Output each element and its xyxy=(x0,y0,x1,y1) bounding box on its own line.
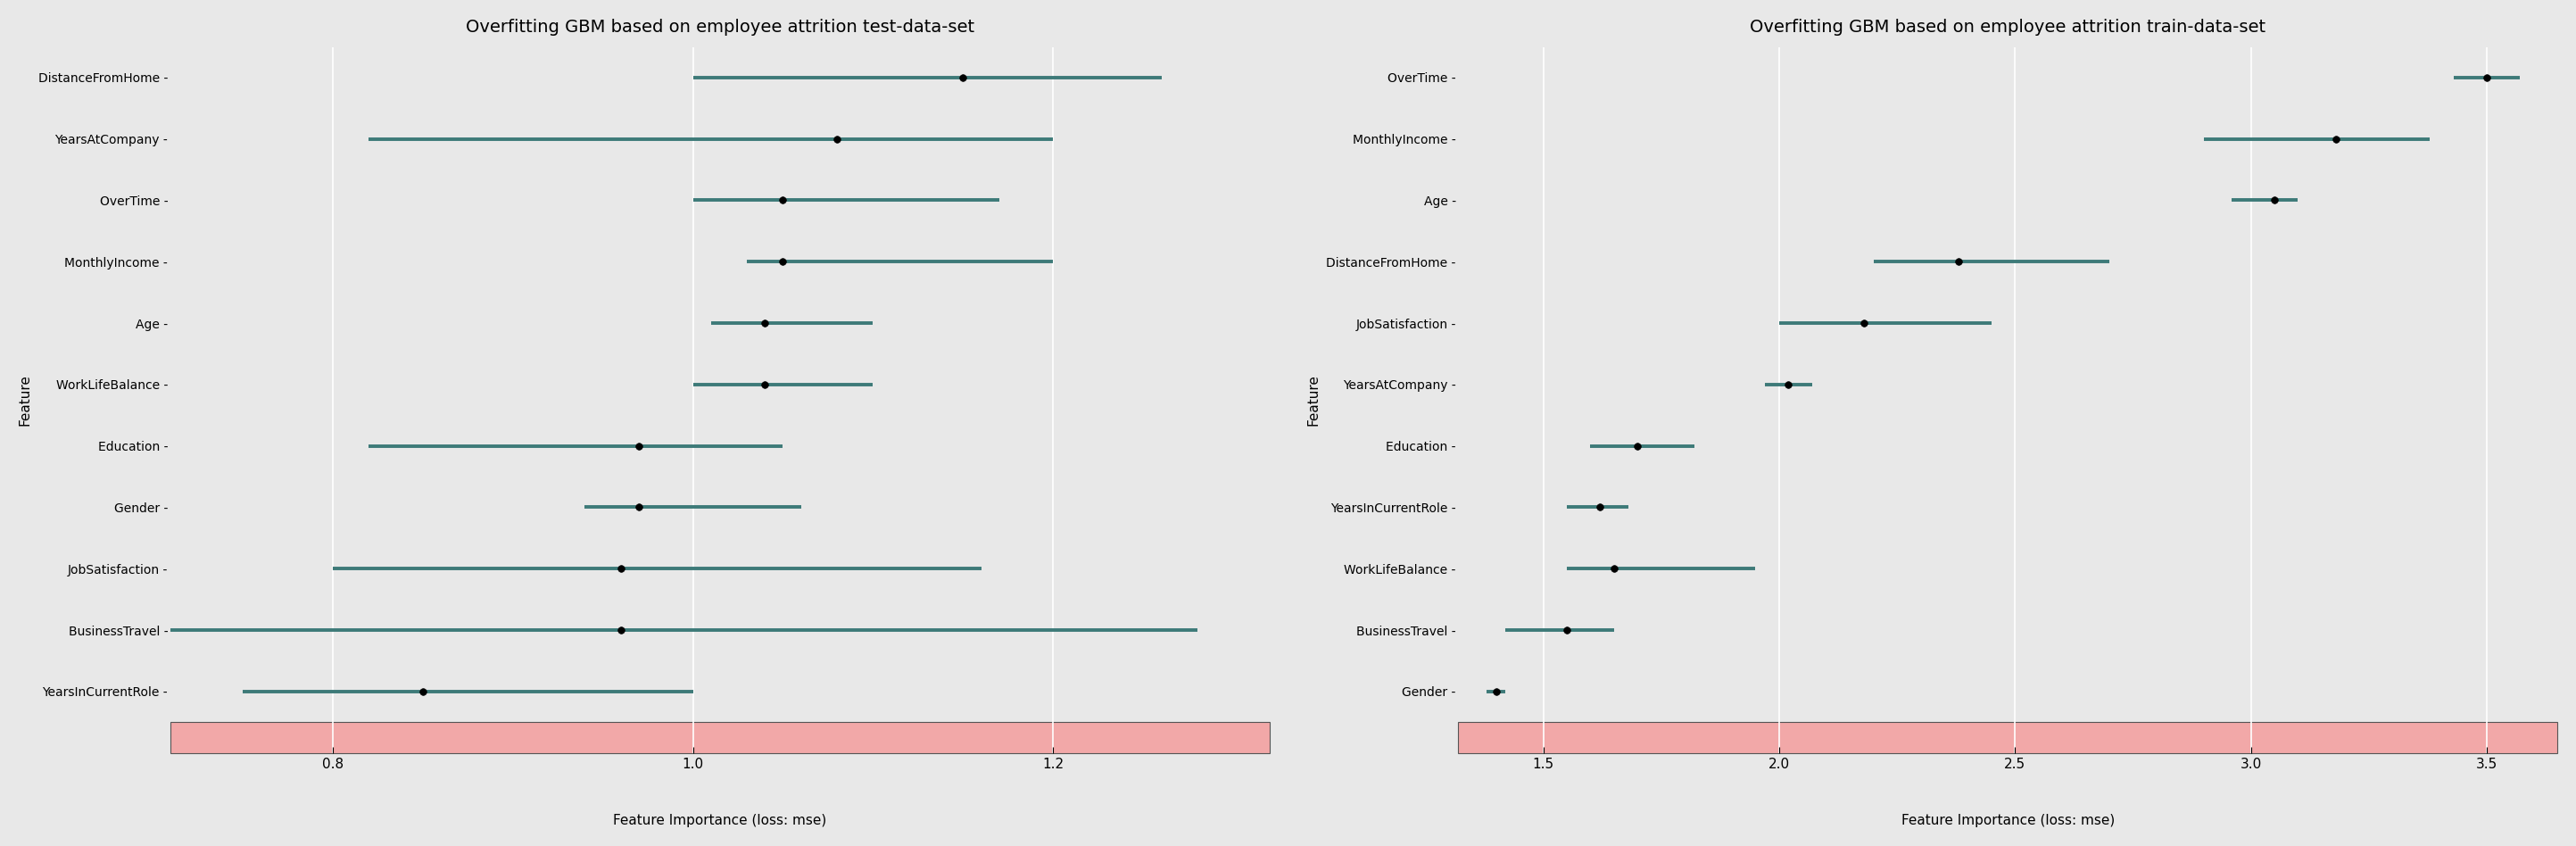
Y-axis label: Feature: Feature xyxy=(18,374,31,426)
Title: Overfitting GBM based on employee attrition train-data-set: Overfitting GBM based on employee attrit… xyxy=(1749,19,2267,36)
Bar xyxy=(170,722,1270,753)
Y-axis label: Feature: Feature xyxy=(1306,374,1319,426)
Bar xyxy=(1458,722,2558,753)
X-axis label: Feature Importance (loss: mse): Feature Importance (loss: mse) xyxy=(1901,814,2115,827)
Title: Overfitting GBM based on employee attrition test-data-set: Overfitting GBM based on employee attrit… xyxy=(466,19,974,36)
X-axis label: Feature Importance (loss: mse): Feature Importance (loss: mse) xyxy=(613,814,827,827)
